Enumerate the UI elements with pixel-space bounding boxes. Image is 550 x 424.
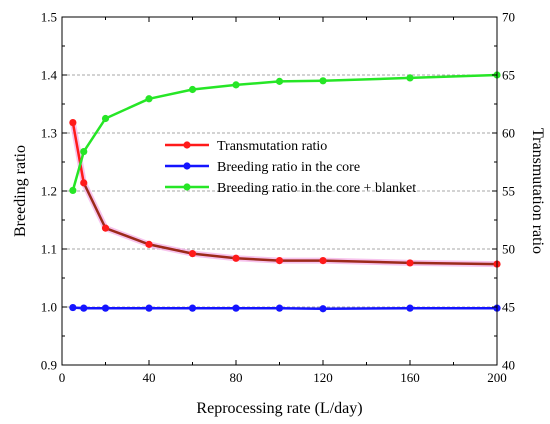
data-point bbox=[319, 257, 327, 265]
x-tick-label: 80 bbox=[230, 370, 243, 385]
series-line bbox=[71, 73, 498, 191]
series-1 bbox=[69, 118, 501, 268]
x-tick-label: 120 bbox=[313, 370, 333, 385]
data-point bbox=[275, 257, 284, 265]
y-tick-label: 1.2 bbox=[41, 184, 57, 199]
legend-swatch-marker bbox=[183, 141, 191, 149]
y-tick-label: 1.4 bbox=[41, 68, 58, 83]
data-point bbox=[145, 95, 153, 103]
data-point bbox=[188, 85, 197, 94]
data-point bbox=[145, 240, 153, 248]
x-tick-label: 40 bbox=[143, 370, 156, 385]
data-point bbox=[319, 305, 327, 313]
legend-label: Transmutation ratio bbox=[217, 139, 327, 154]
x-tick-label: 0 bbox=[59, 370, 66, 385]
legend-label: Breeding ratio in the core + blanket bbox=[217, 181, 416, 196]
data-point bbox=[406, 259, 414, 267]
legend-swatch-marker bbox=[183, 183, 191, 191]
series-2 bbox=[69, 303, 501, 313]
y2-tick-label: 65 bbox=[502, 68, 515, 83]
data-point bbox=[275, 77, 284, 85]
data-point bbox=[232, 81, 240, 89]
data-point bbox=[80, 304, 88, 312]
data-point bbox=[69, 303, 77, 312]
data-point bbox=[232, 254, 240, 262]
y2-tick-label: 60 bbox=[502, 126, 515, 141]
data-point bbox=[101, 224, 110, 232]
series-line bbox=[71, 122, 85, 184]
data-point bbox=[80, 147, 88, 156]
data-point bbox=[406, 74, 414, 82]
data-point bbox=[188, 304, 197, 312]
data-point bbox=[101, 304, 110, 312]
axes: 0 40 80 120 160 200 0.9 1.0 1.1 1.2 1.3 1.4 1.5 40 45 5… bbox=[41, 10, 515, 386]
legend-item: Breeding ratio in the core bbox=[165, 160, 360, 175]
legend-label: Breeding ratio in the core bbox=[217, 160, 360, 175]
y-tick-label: 0.9 bbox=[41, 358, 57, 373]
series-3 bbox=[69, 71, 501, 195]
data-point bbox=[145, 304, 153, 312]
data-point bbox=[319, 77, 327, 85]
y-axis-title: Breeding ratio bbox=[12, 145, 29, 237]
y2-tick-label: 55 bbox=[502, 184, 515, 199]
y2-tick-label: 70 bbox=[502, 10, 515, 25]
series-line bbox=[72, 306, 497, 310]
y2-tick-label: 40 bbox=[502, 358, 515, 373]
data-point bbox=[80, 179, 88, 187]
data-point bbox=[232, 304, 240, 312]
y2-tick-label: 50 bbox=[502, 242, 515, 257]
x-tick-label: 200 bbox=[487, 370, 507, 385]
y2-axis-title: Transmutation ratio bbox=[529, 128, 546, 254]
data-point bbox=[101, 114, 110, 123]
y2-tick-label: 45 bbox=[502, 300, 515, 315]
x-tick-label: 160 bbox=[400, 370, 420, 385]
legend-item: Transmutation ratio bbox=[165, 139, 327, 154]
data-point bbox=[188, 250, 197, 258]
data-point bbox=[275, 304, 284, 312]
legend-swatch-marker bbox=[183, 162, 191, 170]
y-tick-label: 1.1 bbox=[41, 242, 57, 257]
data-point bbox=[69, 118, 77, 127]
series-layer bbox=[69, 71, 501, 313]
legend: Transmutation ratio Breeding ratio in the… bbox=[165, 139, 416, 196]
y-tick-label: 1.3 bbox=[41, 126, 57, 141]
data-point bbox=[406, 304, 414, 312]
data-point bbox=[69, 186, 77, 195]
x-axis-title: Reprocessing rate (L/day) bbox=[196, 400, 362, 417]
y-tick-label: 1.0 bbox=[41, 300, 57, 315]
y-tick-label: 1.5 bbox=[41, 10, 57, 25]
legend-item: Breeding ratio in the core + blanket bbox=[165, 181, 416, 196]
